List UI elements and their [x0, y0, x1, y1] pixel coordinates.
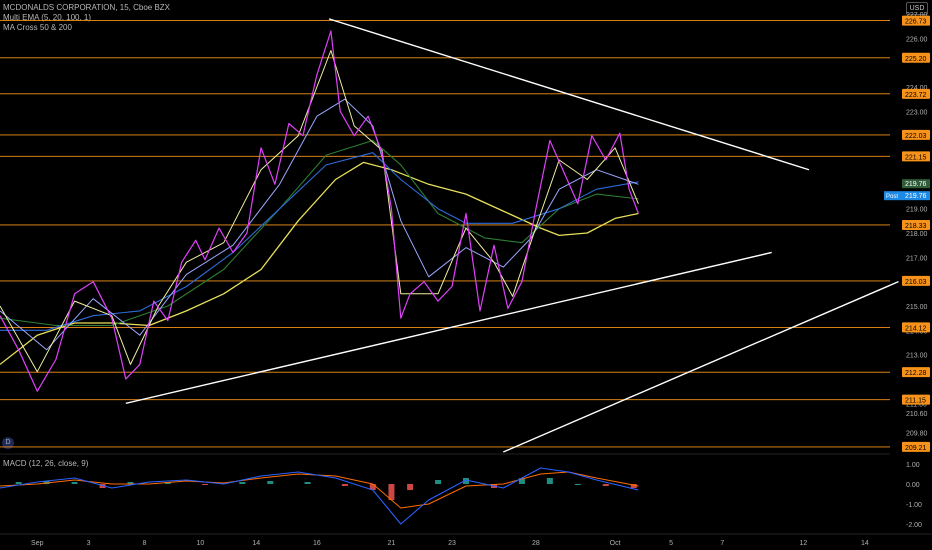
x-tick-label-8: 28 — [532, 540, 540, 547]
macd-y-tick-3: -2.00 — [906, 522, 922, 529]
level-tag-8 — [902, 367, 930, 378]
level-tag-label-7: 214.12 — [905, 325, 927, 332]
last-price-tag — [902, 191, 930, 201]
level-tag-9 — [902, 394, 930, 405]
macd-hist-bar-11 — [369, 484, 376, 490]
level-tag-4 — [902, 151, 930, 162]
post-tag — [884, 191, 902, 201]
level-tag-label-9: 211.15 — [905, 398, 926, 405]
macd-hist-bar-18 — [546, 478, 553, 484]
prev-close-tag — [902, 179, 930, 189]
macd-hist-bar-13 — [407, 484, 414, 490]
macd-hist-bar-21 — [630, 484, 637, 488]
x-tick-label-6: 21 — [388, 540, 396, 547]
macd-hist-bar-4 — [127, 482, 134, 484]
macd-y-tick-0: 1.00 — [906, 462, 920, 469]
level-tag-2 — [902, 88, 930, 99]
last-price-label: 219.76 — [905, 193, 927, 200]
macd-hist-bar-10 — [341, 484, 348, 486]
macd-hist-bar-14 — [435, 480, 442, 484]
macd-y-tick-2: -1.00 — [906, 502, 922, 509]
macd-hist-bar-2 — [71, 482, 78, 484]
macd-main-line — [0, 467, 639, 525]
macd-signal-line — [0, 471, 639, 509]
x-tick-label-11: 7 — [720, 540, 724, 547]
level-tag-label-10: 209.21 — [905, 445, 927, 452]
macd-hist-bar-17 — [518, 478, 525, 484]
macd-hist-bar-20 — [602, 484, 609, 486]
y-tick-label-2: 224.00 — [906, 85, 928, 92]
level-tag-label-0: 226.73 — [905, 19, 927, 26]
x-tick-label-12: 12 — [799, 540, 807, 547]
macd-hist-bar-6 — [202, 484, 209, 485]
symbol-title: MCDONALDS CORPORATION, 15, Cboe BZX — [3, 3, 170, 12]
y-tick-label-1: 226.00 — [906, 36, 928, 43]
x-tick-label-9: Oct — [610, 540, 621, 547]
y-tick-label-8: 215.00 — [906, 304, 928, 311]
ma50-line — [0, 139, 639, 327]
y-tick-label-13: 209.80 — [906, 431, 928, 438]
level-tag-label-1: 225.20 — [905, 56, 927, 63]
x-tick-label-13: 14 — [861, 540, 869, 547]
x-tick-label-2: 8 — [143, 540, 147, 547]
level-tag-label-2: 223.72 — [905, 92, 927, 99]
macd-hist-bar-0 — [15, 482, 22, 484]
ema20-line — [0, 98, 639, 351]
ema100-line — [0, 152, 639, 331]
level-tag-label-3: 222.03 — [905, 133, 927, 140]
level-tag-6 — [902, 275, 930, 286]
level-tag-label-4: 221.15 — [905, 154, 927, 161]
post-tag-label: Post — [886, 194, 898, 200]
currency-badge[interactable]: USD — [906, 2, 928, 15]
y-tick-label-3: 223.00 — [906, 109, 928, 116]
x-tick-label-3: 10 — [196, 540, 204, 547]
x-tick-label-10: 5 — [669, 540, 673, 547]
trendline-upper-resistance — [328, 18, 810, 171]
macd-hist-bar-9 — [304, 482, 311, 484]
level-tag-0 — [902, 15, 930, 26]
trendline-outer-support — [503, 281, 899, 453]
macd-hist-bar-12 — [388, 484, 395, 500]
macd-y-tick-1: 0.00 — [906, 482, 920, 489]
level-tag-1 — [902, 52, 930, 63]
level-tag-3 — [902, 129, 930, 140]
indicator-multi-ema[interactable]: Multi EMA (5, 20, 100, 1) — [3, 13, 92, 22]
y-tick-label-6: 218.00 — [906, 231, 928, 238]
ma200-line — [0, 161, 639, 365]
trendline-lower-support — [125, 251, 772, 405]
y-tick-label-5: 219.00 — [906, 207, 928, 214]
y-tick-label-0: 227.00 — [906, 12, 928, 19]
indicator-ma-cross[interactable]: MA Cross 50 & 200 — [3, 23, 72, 32]
level-tag-10 — [902, 441, 930, 452]
level-tag-label-8: 212.28 — [905, 370, 927, 377]
y-tick-label-10: 213.00 — [906, 353, 928, 360]
macd-hist-bar-19 — [574, 484, 581, 485]
x-tick-label-7: 23 — [448, 540, 456, 547]
y-tick-label-7: 217.00 — [906, 255, 928, 262]
y-tick-label-11: 211.00 — [906, 401, 927, 408]
level-tag-label-5: 218.33 — [905, 223, 927, 230]
level-tag-label-6: 216.03 — [905, 279, 927, 286]
ema5-line — [0, 50, 639, 373]
level-tag-5 — [902, 219, 930, 230]
x-tick-label-0: Sep — [31, 540, 44, 547]
x-tick-label-1: 3 — [87, 540, 91, 547]
x-tick-label-4: 14 — [252, 540, 260, 547]
macd-hist-bar-7 — [239, 482, 246, 484]
level-tag-7 — [902, 322, 930, 333]
prev-close-label: 219.76 — [905, 181, 927, 188]
macd-hist-bar-15 — [463, 478, 469, 484]
price-line — [0, 30, 639, 392]
dividend-event-badge[interactable]: D — [2, 437, 14, 449]
y-tick-label-12: 210.60 — [906, 411, 928, 418]
chart-legend: MCDONALDS CORPORATION, 15, Cboe BZX Mult… — [3, 3, 170, 33]
x-tick-label-5: 16 — [313, 540, 321, 547]
macd-hist-bar-8 — [267, 481, 274, 484]
macd-legend[interactable]: MACD (12, 26, close, 9) — [3, 459, 89, 468]
